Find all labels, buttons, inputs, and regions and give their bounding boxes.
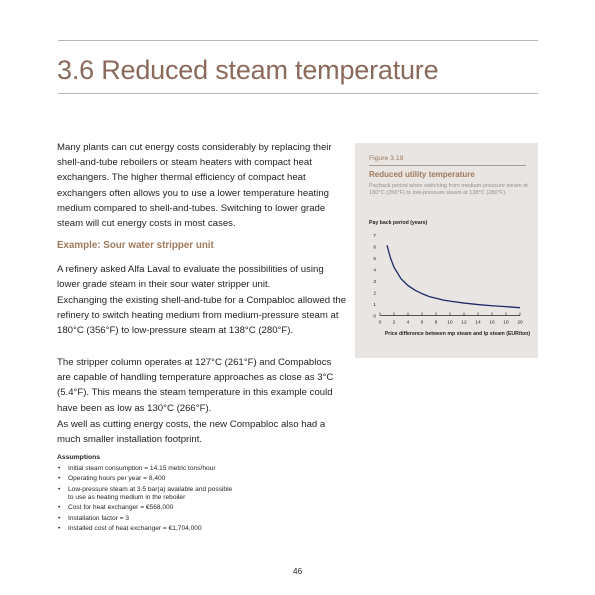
assumption-item: • Initial steam consumption = 14.15 metri… <box>57 465 297 473</box>
assumption-text: Low-pressure steam at 3.5 bar(a) availab… <box>68 486 232 501</box>
payback-curve <box>387 245 520 307</box>
x-tick-label: 2 <box>393 320 396 326</box>
assumption-item: • Cost for heat exchanger = €568,000 <box>57 504 297 512</box>
y-tick-label: 1 <box>373 302 376 308</box>
assumption-text: Cost for heat exchanger = €568,000 <box>68 504 173 511</box>
x-tick-label: 10 <box>447 320 453 326</box>
x-tick-label: 16 <box>489 320 495 326</box>
body-paragraph: Exchanging the existing shell-and-tube f… <box>57 293 347 339</box>
assumption-item: • Low-pressure steam at 3.5 bar(a) availa… <box>57 486 297 503</box>
x-tick-label: 6 <box>421 320 424 326</box>
x-tick-label: 4 <box>407 320 410 326</box>
top-rule <box>58 40 538 41</box>
bullet-icon: • <box>58 465 60 473</box>
y-tick-label: 0 <box>373 313 376 319</box>
assumptions-heading: Assumptions <box>57 454 100 461</box>
x-tick-label: 14 <box>475 320 481 326</box>
assumption-item: • Installed cost of heat exchanger = €1,7… <box>57 525 297 533</box>
bullet-icon: • <box>58 486 60 494</box>
page-number: 46 <box>0 566 595 576</box>
assumption-text: Operating hours per year = 8,400 <box>68 475 165 482</box>
y-tick-label: 5 <box>373 256 376 262</box>
intro-paragraph: Many plants can cut energy costs conside… <box>57 140 347 231</box>
y-tick-label: 6 <box>373 244 376 250</box>
x-axis-ticks: 0 2 4 6 8 10 12 14 16 18 20 <box>379 313 523 326</box>
assumption-text: Installation factor = 3 <box>68 515 129 522</box>
x-tick-label: 8 <box>435 320 438 326</box>
y-axis-ticks: 0 1 2 3 4 5 6 7 <box>373 233 376 319</box>
figure-panel: Figure 3.19 Reduced utility temperature … <box>355 143 538 358</box>
bullet-icon: • <box>58 504 60 512</box>
x-tick-label: 12 <box>461 320 467 326</box>
title-rule <box>58 93 538 94</box>
bullet-icon: • <box>58 525 60 533</box>
y-tick-label: 7 <box>373 233 376 239</box>
y-tick-label: 3 <box>373 279 376 285</box>
assumptions-list: • Initial steam consumption = 14.15 metri… <box>57 465 297 536</box>
x-tick-label: 20 <box>517 320 523 326</box>
x-tick-label: 0 <box>379 320 382 326</box>
body-paragraph: The stripper column operates at 127°C (2… <box>57 355 347 416</box>
assumption-text: Installed cost of heat exchanger = €1,70… <box>68 525 202 532</box>
body-paragraph: As well as cutting energy costs, the new… <box>57 417 347 447</box>
y-tick-label: 2 <box>373 290 376 296</box>
bullet-icon: • <box>58 515 60 523</box>
page-title: 3.6 Reduced steam temperature <box>57 55 438 86</box>
bullet-icon: • <box>58 475 60 483</box>
y-tick-label: 4 <box>373 267 376 273</box>
example-heading: Example: Sour water stripper unit <box>57 240 214 251</box>
body-paragraph: A refinery asked Alfa Laval to evaluate … <box>57 262 347 292</box>
payback-chart: 01234567 02468101214161820 <box>355 143 538 358</box>
x-tick-label: 18 <box>503 320 509 326</box>
assumption-item: • Installation factor = 3 <box>57 515 297 523</box>
assumption-item: • Operating hours per year = 8,400 <box>57 475 297 483</box>
x-axis-title: Price difference between mp steam and lp… <box>377 331 538 337</box>
assumption-text: Initial steam consumption = 14.15 metric… <box>68 465 216 472</box>
